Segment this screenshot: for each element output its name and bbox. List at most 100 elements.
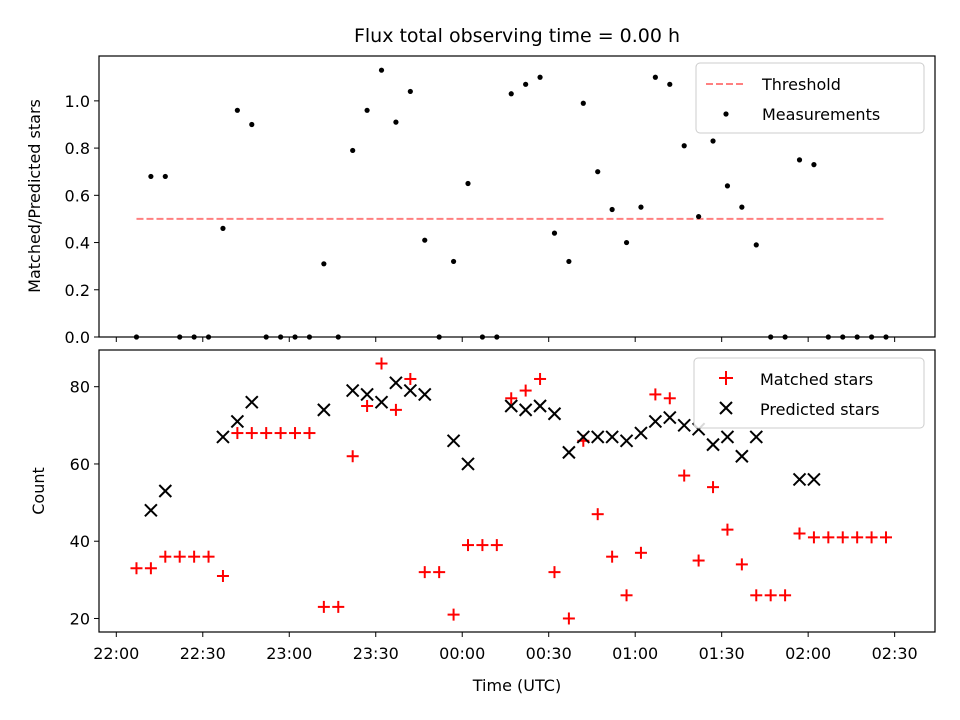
predicted-stars-point (634, 426, 648, 440)
top-legend: Threshold Measurements (695, 62, 925, 134)
legend-measurements-label: Measurements (762, 105, 880, 124)
legend-threshold-label: Threshold (761, 75, 841, 94)
matched-stars-point (375, 357, 388, 370)
matched-stars-point (202, 550, 215, 563)
bottom-x-tick-label: 02:30 (872, 644, 918, 663)
bottom-x-tick-label: 23:30 (353, 644, 399, 663)
predicted-stars-point (619, 434, 634, 448)
bottom-x-ticks: 22:00 22:30 23:00 23:30 00:00 00:30 01:00 01:30… (93, 632, 918, 663)
top-y-axis-label: Matched/Predicted stars (25, 99, 44, 293)
predicted-stars-point (230, 414, 245, 429)
matched-stars-point (476, 539, 489, 552)
matched-stars-point (851, 531, 864, 544)
predicted-stars-point (504, 399, 518, 413)
matched-stars-point (779, 589, 792, 602)
matched-stars-point (807, 531, 820, 544)
top-y-tick-label: 0.4 (65, 234, 90, 253)
top-y-tick-label: 0.8 (65, 139, 90, 158)
predicted-stars-point (735, 449, 749, 463)
bottom-y-tick-label: 20 (70, 609, 90, 628)
matched-stars-point (606, 550, 619, 563)
bottom-plot-area (130, 357, 892, 625)
measurement-point (508, 91, 514, 97)
matched-stars-point (188, 550, 201, 563)
predicted-stars-point (461, 457, 475, 471)
predicted-stars-point (562, 445, 576, 460)
predicted-stars-point (374, 395, 389, 409)
measurement-point (422, 237, 428, 243)
matched-stars-point (836, 531, 849, 544)
matched-stars-point (735, 558, 748, 571)
predicted-stars-point (648, 414, 663, 429)
predicted-stars-point (518, 403, 533, 417)
bottom-x-tick-label: 00:30 (526, 644, 572, 663)
bottom-y-axis-label: Count (29, 467, 48, 515)
measurement-point (407, 88, 413, 95)
measurement-point (652, 74, 658, 80)
matched-stars-point (346, 450, 359, 463)
predicted-stars-point (144, 503, 158, 518)
legend-predicted-swatch (719, 401, 733, 415)
measurement-point (667, 81, 673, 87)
matched-stars-point (274, 427, 287, 440)
matched-stars-point (289, 427, 302, 440)
top-y-ticks: 0.0 0.2 0.4 0.6 0.8 1.0 (65, 92, 99, 347)
measurement-point (739, 204, 745, 210)
predicted-stars-point (317, 403, 331, 417)
measurement-point (364, 107, 370, 113)
matched-stars-point (879, 531, 892, 544)
matched-stars-point (361, 400, 374, 413)
predicted-stars-point (706, 437, 720, 452)
bottom-x-tick-label: 01:30 (699, 644, 745, 663)
matched-stars-point (634, 546, 647, 559)
chart-title: Flux total observing time = 0.00 h (354, 25, 680, 47)
predicted-stars-point (720, 430, 735, 444)
matched-stars-point (447, 608, 460, 621)
measurement-point (638, 204, 644, 210)
legend-matched-swatch (719, 371, 733, 385)
measurement-point (465, 180, 471, 187)
matched-stars-point (865, 531, 878, 544)
matched-stars-point (245, 427, 258, 440)
measurement-point (710, 138, 716, 144)
top-legend-box (695, 62, 925, 134)
predicted-stars-point (663, 410, 677, 425)
top-axes-frame (98, 55, 936, 338)
matched-stars-point (793, 527, 806, 540)
bottom-y-tick-label: 40 (70, 532, 90, 551)
predicted-stars-point (792, 472, 807, 487)
matched-stars-point (505, 392, 518, 405)
measurement-point (234, 107, 240, 113)
bottom-y-tick-label: 80 (70, 378, 90, 397)
matched-stars-point (707, 481, 720, 494)
predicted-stars-point (360, 387, 374, 402)
matched-stars-point (332, 600, 345, 613)
top-x-ticks (115, 337, 896, 342)
matched-stars-point (490, 539, 503, 552)
bottom-x-tick-label: 23:00 (266, 644, 312, 663)
measurement-point (696, 213, 702, 220)
measurement-point (220, 225, 226, 231)
legend-predicted-label: Predicted stars (760, 400, 880, 419)
measurement-point (623, 239, 630, 246)
measurement-point (609, 206, 615, 213)
predicted-stars-point (576, 430, 591, 444)
top-y-tick-label: 0.2 (65, 281, 90, 300)
measurement-point (249, 121, 255, 128)
matched-stars-point (173, 550, 186, 563)
top-y-tick-label: 1.0 (65, 92, 90, 111)
matched-stars-point (260, 427, 273, 440)
matched-stars-point (216, 569, 229, 582)
matched-stars-point (750, 589, 763, 602)
measurement-point (350, 147, 356, 154)
measurement-point (796, 157, 803, 163)
predicted-stars-point (591, 430, 605, 444)
predicted-stars-point (345, 383, 360, 398)
matched-stars-point (678, 469, 691, 482)
matched-stars-point (620, 589, 633, 602)
predicted-stars-point (403, 383, 418, 398)
matched-stars-point (231, 427, 244, 440)
bottom-x-tick-label: 22:30 (180, 644, 226, 663)
predicted-stars-point (749, 430, 763, 444)
predicted-stars-point (418, 387, 432, 402)
